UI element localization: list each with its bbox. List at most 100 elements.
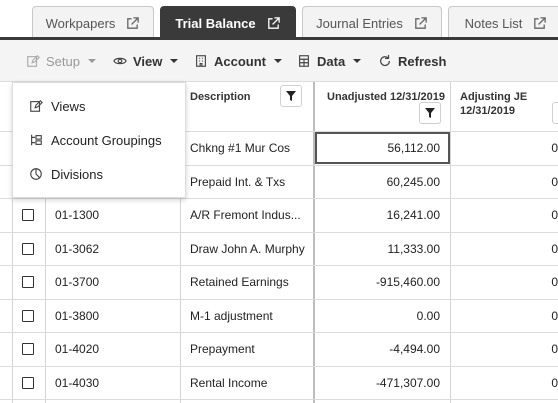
col-divider bbox=[313, 82, 315, 403]
row-checkbox[interactable] bbox=[22, 376, 34, 389]
refresh-button[interactable]: Refresh bbox=[378, 40, 446, 82]
row-checkbox[interactable] bbox=[22, 309, 34, 322]
adjusting-cell[interactable]: 0 bbox=[551, 342, 558, 357]
adjusting-cell[interactable]: 0 bbox=[551, 275, 558, 290]
table-row[interactable]: Prepaid Int. & Txs 60,245.00 0 bbox=[0, 166, 558, 199]
tab-workpapers[interactable]: Workpapers bbox=[32, 6, 154, 40]
filter-icon bbox=[425, 108, 435, 118]
col-divider bbox=[180, 82, 181, 403]
view-label: View bbox=[133, 53, 163, 69]
toolbar: Setup View Account Data Refresh bbox=[0, 40, 558, 82]
adjusting-cell[interactable]: 0 bbox=[551, 375, 558, 390]
description-cell[interactable]: Chkng #1 Mur Cos bbox=[190, 141, 291, 156]
refresh-label: Refresh bbox=[398, 53, 447, 69]
unadjusted-cell[interactable]: 11,333.00 bbox=[387, 241, 441, 256]
tab-journal-entries[interactable]: Journal Entries bbox=[302, 6, 442, 40]
external-link-icon[interactable] bbox=[532, 16, 547, 31]
unadjusted-cell[interactable]: -915,460.00 bbox=[375, 275, 440, 290]
adjusting-cell[interactable]: 0 bbox=[551, 208, 558, 223]
menu-item-views[interactable]: Views bbox=[13, 89, 187, 123]
chevron-down-icon bbox=[353, 59, 362, 63]
description-cell[interactable]: Retained Earnings bbox=[190, 275, 289, 290]
unadjusted-cell[interactable]: 56,112.00 bbox=[387, 141, 441, 156]
description-cell[interactable]: Rental Income bbox=[190, 375, 268, 390]
row-checkbox[interactable] bbox=[22, 209, 34, 222]
chevron-down-icon bbox=[274, 59, 282, 63]
table-row[interactable]: 01-3800 M-1 adjustment 0.00 0 bbox=[0, 300, 558, 333]
col-divider bbox=[450, 82, 451, 403]
table-row[interactable]: 01-1300 A/R Fremont Indus... 16,241.00 0 bbox=[0, 199, 558, 233]
data-label: Data bbox=[317, 53, 346, 69]
unadjusted-cell[interactable]: 60,245.00 bbox=[386, 174, 440, 189]
tab-label: Journal Entries bbox=[316, 16, 403, 31]
account-button[interactable]: Account bbox=[194, 40, 282, 82]
data-icon bbox=[299, 55, 309, 67]
table-row[interactable]: 01-4030 Rental Income -471,307.00 0 bbox=[0, 367, 558, 400]
external-link-icon[interactable] bbox=[125, 16, 140, 31]
menu-item-label: Divisions bbox=[51, 166, 104, 182]
row-checkbox[interactable] bbox=[22, 276, 34, 289]
description-cell[interactable]: Draw John A. Murphy bbox=[190, 241, 305, 256]
table-row[interactable]: 01-3062 Draw John A. Murphy 11,333.00 0 bbox=[0, 233, 558, 266]
row-checkbox-cell bbox=[22, 199, 36, 232]
col-divider bbox=[45, 82, 46, 403]
row-checkbox-cell bbox=[22, 333, 36, 366]
external-link-icon[interactable] bbox=[266, 16, 281, 31]
eye-icon bbox=[113, 57, 127, 65]
external-link-icon[interactable] bbox=[413, 16, 428, 31]
menu-item-label: Account Groupings bbox=[51, 132, 162, 148]
menu-item-divisions[interactable]: Divisions bbox=[13, 157, 187, 191]
unadjusted-cell[interactable]: -471,307.00 bbox=[375, 375, 440, 390]
selected-cell-outline bbox=[315, 132, 450, 164]
edit-icon bbox=[27, 54, 40, 67]
unadjusted-cell[interactable]: 0.00 bbox=[416, 308, 440, 323]
unadjusted-cell[interactable]: -4,494.00 bbox=[389, 342, 440, 357]
building-icon bbox=[196, 55, 206, 67]
data-button[interactable]: Data bbox=[297, 40, 362, 82]
description-cell[interactable]: Prepaid Int. & Txs bbox=[190, 174, 286, 189]
column-header-adjusting[interactable]: Adjusting JE 12/31/2019 bbox=[460, 90, 527, 118]
tab-trial-balance[interactable]: Trial Balance bbox=[160, 6, 296, 40]
tab-label: Notes List bbox=[464, 16, 523, 31]
header-row: Description Unadjusted 12/31/2019 Adjust… bbox=[0, 82, 558, 132]
table-row[interactable]: 01-4020 Prepayment -4,494.00 0 bbox=[0, 333, 558, 367]
adjusting-cell[interactable]: 0 bbox=[551, 241, 558, 256]
column-header-unadjusted[interactable]: Unadjusted 12/31/2019 bbox=[327, 91, 446, 103]
groupings-icon bbox=[31, 134, 42, 146]
description-cell[interactable]: Prepayment bbox=[190, 342, 255, 357]
description-filter-button[interactable] bbox=[280, 85, 302, 107]
row-checkbox[interactable] bbox=[22, 242, 34, 255]
edit-icon bbox=[30, 99, 43, 112]
setup-button[interactable]: Setup bbox=[26, 40, 96, 82]
menu-item-account-groupings[interactable]: Account Groupings bbox=[13, 123, 187, 157]
description-cell[interactable]: M-1 adjustment bbox=[190, 308, 273, 323]
account-label: Account bbox=[214, 53, 266, 69]
adjusting-header-line2: 12/31/2019 bbox=[460, 105, 516, 117]
row-checkbox-cell bbox=[22, 266, 36, 299]
adjusting-filter-button[interactable] bbox=[552, 102, 558, 124]
adjusting-cell[interactable]: 0 bbox=[551, 141, 558, 156]
account-cell[interactable]: 01-1300 bbox=[55, 208, 100, 223]
description-cell[interactable]: A/R Fremont Indus... bbox=[190, 208, 301, 223]
row-checkbox[interactable] bbox=[22, 343, 34, 356]
account-cell[interactable]: 01-4030 bbox=[55, 375, 100, 390]
column-header-description[interactable]: Description bbox=[190, 91, 251, 103]
account-cell[interactable]: 01-3700 bbox=[55, 275, 100, 290]
divisions-icon bbox=[30, 168, 42, 180]
adjusting-cell[interactable]: 0 bbox=[551, 174, 558, 189]
menu-item-label: Views bbox=[51, 98, 86, 114]
chevron-down-icon bbox=[87, 59, 96, 63]
trial-balance-grid: Description Unadjusted 12/31/2019 Adjust… bbox=[0, 82, 558, 403]
table-row[interactable]: 01-3700 Retained Earnings -915,460.00 0 bbox=[0, 266, 558, 300]
setup-label: Setup bbox=[46, 53, 80, 69]
unadjusted-filter-button[interactable] bbox=[419, 102, 441, 124]
col-divider bbox=[12, 82, 13, 403]
account-cell[interactable]: 01-3062 bbox=[55, 241, 100, 256]
tab-notes-list[interactable]: Notes List bbox=[448, 6, 558, 40]
account-cell[interactable]: 01-3800 bbox=[55, 308, 100, 323]
adjusting-cell[interactable]: 0 bbox=[551, 308, 558, 323]
unadjusted-cell[interactable]: 16,241.00 bbox=[386, 208, 440, 223]
account-cell[interactable]: 01-4020 bbox=[55, 342, 100, 357]
view-button[interactable]: View bbox=[113, 40, 179, 82]
chevron-down-icon bbox=[170, 59, 179, 63]
